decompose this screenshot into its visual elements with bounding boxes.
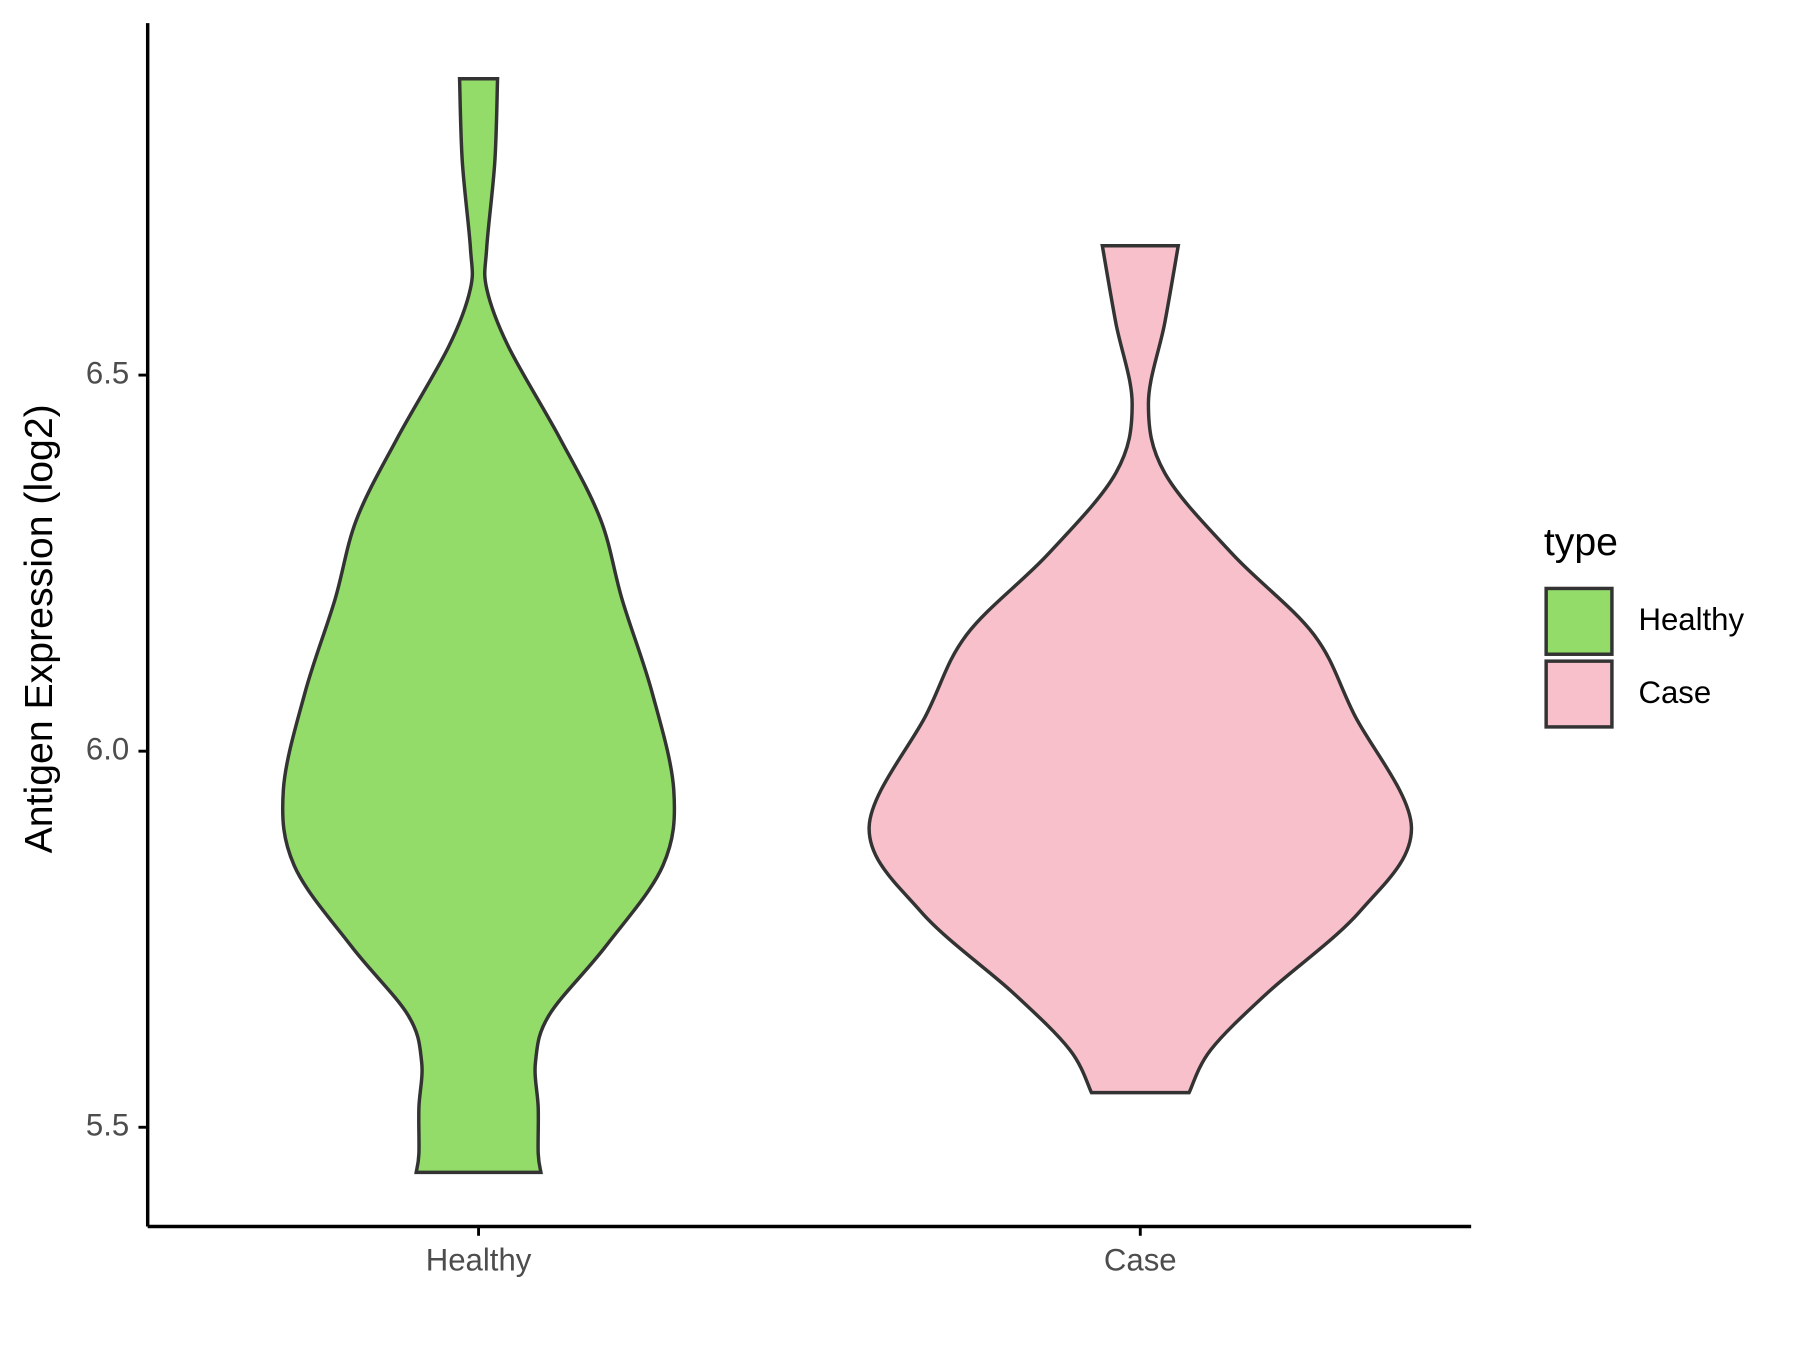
y-axis-label: Antigen Expression (log2)	[17, 404, 61, 853]
y-tick-label: 6.0	[86, 731, 129, 766]
x-tick-label: Case	[1104, 1243, 1177, 1278]
legend-label: Healthy	[1638, 602, 1744, 637]
violin	[280, 77, 677, 1175]
legend-label: Case	[1638, 675, 1711, 710]
y-tick-label: 6.5	[86, 355, 129, 390]
legend-title: type	[1544, 520, 1618, 564]
violin	[867, 243, 1414, 1095]
legend-swatch	[1544, 659, 1614, 729]
x-tick-label: Healthy	[426, 1243, 532, 1278]
y-tick-label: 5.5	[86, 1107, 129, 1142]
legend-swatch	[1544, 586, 1614, 656]
